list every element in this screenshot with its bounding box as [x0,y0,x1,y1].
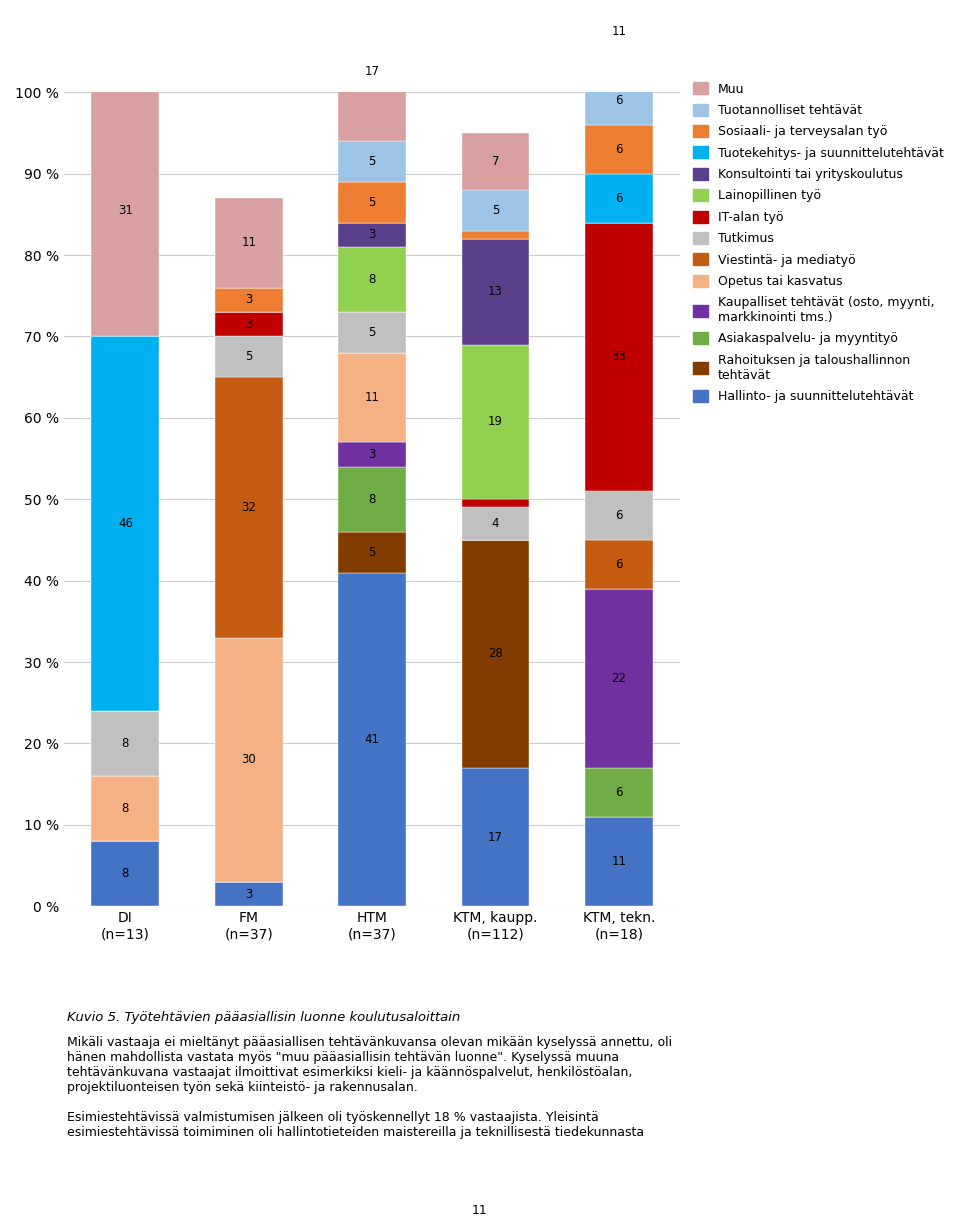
Bar [585,767,653,817]
Text: 11: 11 [365,391,379,405]
Text: 11: 11 [241,237,256,249]
Text: 8: 8 [369,493,375,506]
Text: 3: 3 [245,293,252,306]
Text: Kuvio 5. Työtehtävien pääasiallisin luonne koulutusaloittain: Kuvio 5. Työtehtävien pääasiallisin luon… [67,1011,461,1025]
Text: 6: 6 [615,191,622,205]
Text: 5: 5 [492,204,499,217]
Bar [91,841,159,906]
Legend: Muu, Tuotannolliset tehtävät, Sosiaali- ja terveysalan työ, Tuotekehitys- ja suu: Muu, Tuotannolliset tehtävät, Sosiaali- … [693,82,944,403]
Text: 8: 8 [122,737,129,750]
Text: 22: 22 [612,672,626,685]
Text: 8: 8 [122,867,129,880]
Text: 11: 11 [472,1204,488,1216]
Text: 11: 11 [612,25,626,38]
Text: 17: 17 [365,65,379,78]
Text: Mikäli vastaaja ei mieltänyt pääasiallisen tehtävänkuvansa olevan mikään kyselys: Mikäli vastaaja ei mieltänyt pääasiallis… [67,1036,672,1139]
Text: 33: 33 [612,351,626,363]
Bar [462,190,529,230]
Text: 41: 41 [365,733,379,745]
Text: 5: 5 [369,546,375,559]
Bar [462,539,529,767]
Text: 19: 19 [488,416,503,428]
Bar [91,336,159,711]
Bar [338,467,406,532]
Text: 5: 5 [369,326,375,338]
Text: 13: 13 [488,286,503,298]
Text: 6: 6 [615,786,622,799]
Text: 3: 3 [369,228,375,242]
Text: 5: 5 [369,154,375,168]
Bar [338,313,406,353]
Text: 3: 3 [245,888,252,901]
Bar [338,353,406,443]
Bar [585,492,653,539]
Bar [462,508,529,539]
Text: 3: 3 [245,318,252,331]
Bar [585,76,653,125]
Bar [585,174,653,223]
Bar [462,499,529,508]
Text: 6: 6 [615,558,622,571]
Text: 8: 8 [122,802,129,815]
Bar [585,817,653,906]
Bar [585,588,653,767]
Bar [215,881,282,906]
Text: 28: 28 [488,647,503,661]
Bar [462,132,529,190]
Text: 17: 17 [488,830,503,843]
Text: 31: 31 [118,204,132,217]
Bar [585,539,653,588]
Text: 4: 4 [492,517,499,530]
Bar [338,223,406,246]
Bar [215,313,282,336]
Bar [462,345,529,499]
Text: 11: 11 [612,855,626,868]
Text: 3: 3 [369,447,375,461]
Bar [215,288,282,313]
Bar [338,141,406,181]
Text: 8: 8 [369,273,375,286]
Bar [338,181,406,223]
Text: 30: 30 [241,753,256,766]
Text: 5: 5 [245,351,252,363]
Bar [215,336,282,378]
Bar [91,85,159,336]
Bar [462,230,529,239]
Bar [462,767,529,906]
Text: 7: 7 [492,154,499,168]
Bar [215,199,282,288]
Bar [338,2,406,141]
Bar [338,443,406,467]
Text: 6: 6 [615,142,622,156]
Bar [338,532,406,573]
Bar [338,573,406,906]
Bar [91,711,159,776]
Bar [91,776,159,841]
Text: 6: 6 [615,94,622,107]
Text: 46: 46 [118,517,132,530]
Bar [215,378,282,638]
Text: 5: 5 [369,196,375,208]
Bar [585,0,653,76]
Text: 6: 6 [615,509,622,522]
Bar [585,223,653,492]
Bar [462,239,529,345]
Bar [215,638,282,881]
Text: 32: 32 [241,501,256,514]
Bar [338,246,406,313]
Bar [585,125,653,174]
